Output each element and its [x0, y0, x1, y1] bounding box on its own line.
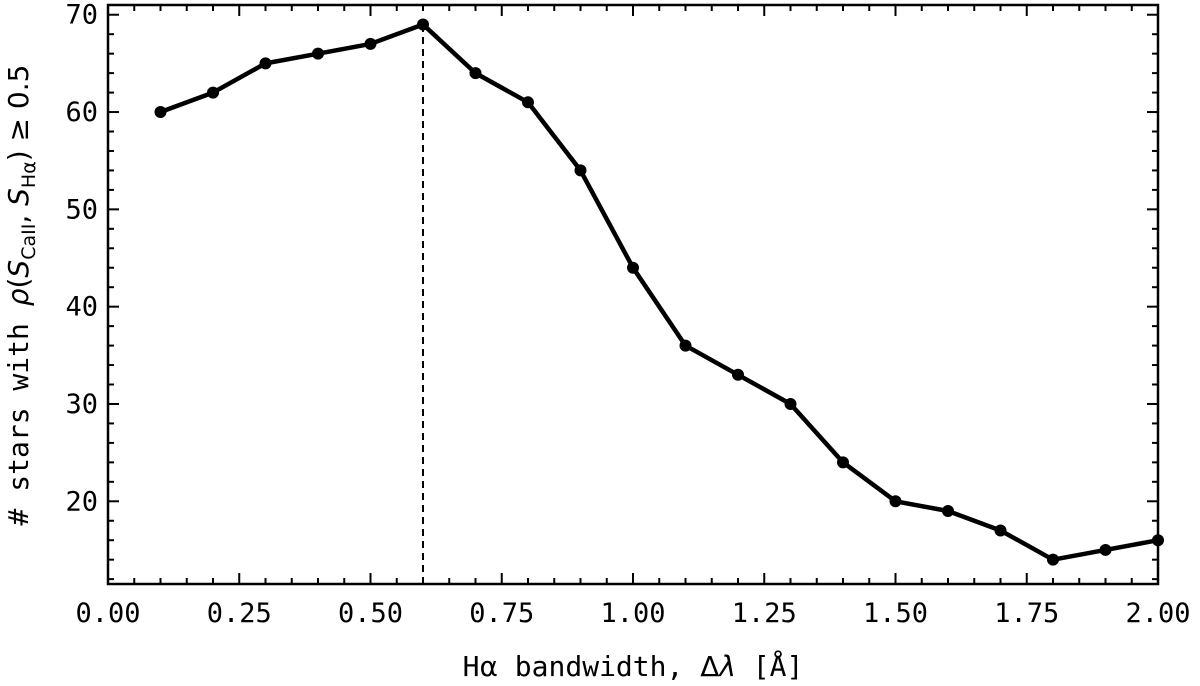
plot-frame — [106, 3, 1160, 586]
y-axis-label: # stars with ρ(SCaII, SHα) ≥ 0.5 — [2, 65, 40, 526]
data-point — [732, 368, 744, 381]
data-point — [259, 57, 272, 70]
data-points — [154, 18, 1164, 566]
data-point — [679, 339, 692, 352]
data-point — [154, 106, 167, 119]
data-point — [417, 18, 429, 31]
data-point — [312, 47, 324, 60]
data-point — [1099, 543, 1112, 556]
x-tick-label: 2.00 — [1125, 598, 1190, 629]
x-tick-label: 0.50 — [338, 598, 403, 629]
y-tick-label: 70 — [65, 0, 98, 31]
y-tick-label: 50 — [65, 194, 98, 225]
data-point — [994, 524, 1007, 537]
y-tick-label: 60 — [65, 97, 98, 128]
x-axis-label: Hα bandwidth, Δλ [Å] — [463, 649, 804, 683]
data-point — [469, 67, 482, 80]
series-line — [159, 22, 1159, 562]
y-tick-label: 40 — [65, 292, 98, 323]
y-ticks — [108, 13, 1158, 581]
y-tick-labels: 20 30 40 50 60 70 — [65, 0, 98, 517]
data-point — [784, 397, 797, 410]
data-point — [627, 261, 639, 274]
x-tick-label: 0.75 — [469, 598, 534, 629]
y-tick-label: 30 — [65, 389, 98, 420]
x-tick-label: 1.25 — [732, 598, 797, 629]
x-tick-label: 1.75 — [994, 598, 1059, 629]
y-tick-label: 20 — [65, 486, 98, 517]
data-point — [1047, 553, 1059, 566]
x-tick-labels: 0.00 0.25 0.50 0.75 1.00 1.25 1.50 1.75 2.00 — [75, 598, 1190, 629]
data-point — [364, 37, 377, 50]
x-tick-label: 0.00 — [75, 598, 140, 629]
data-point — [522, 96, 534, 109]
x-tick-label: 1.00 — [600, 598, 665, 629]
data-point — [207, 86, 219, 99]
data-point — [837, 456, 849, 469]
x-tick-label: 0.25 — [207, 598, 272, 629]
data-point — [889, 495, 902, 508]
data-point — [574, 164, 587, 177]
x-ticks — [107, 5, 1159, 584]
data-point — [942, 505, 954, 518]
x-tick-label: 1.50 — [863, 598, 928, 629]
